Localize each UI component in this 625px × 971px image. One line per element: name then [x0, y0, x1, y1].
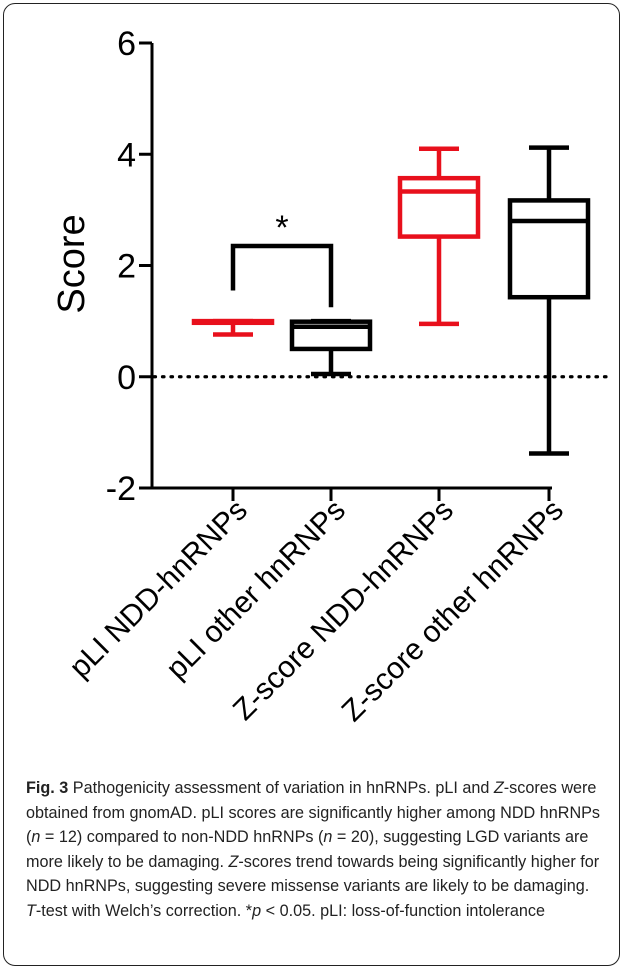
y-axis: -2 0 2 4 6	[106, 25, 552, 508]
x-tick-label: Z-score other hnRNPs	[336, 494, 570, 728]
caption-text-1: Pathogenicity assessment of variation in…	[68, 779, 494, 797]
caption-text-5: -scores trend towards being significantl…	[26, 852, 600, 896]
box-2	[289, 318, 373, 377]
box-3	[397, 146, 481, 327]
y-tick-label: 2	[117, 248, 136, 286]
significance-bracket	[230, 243, 334, 308]
caption-italic-n1: n	[31, 828, 41, 846]
caption-italic-n2: n	[323, 828, 333, 846]
y-tick-label: -2	[106, 470, 136, 508]
caption-text-4: = 20), suggesting LGD variants are more …	[26, 828, 589, 871]
caption-text-6: -test with Welch’s correction. *	[35, 901, 253, 920]
figure-frame: -2 0 2 4 6 * pLI NDD-hnRNPs pLI other hnRNPs Z…	[3, 3, 620, 966]
x-tick-label: pLI NDD-hnRNPs	[63, 494, 254, 685]
box-1	[191, 318, 275, 337]
significance-group: *	[230, 209, 334, 308]
box-body	[507, 198, 591, 300]
caption-italic-t: T	[26, 901, 36, 920]
caption-italic-p: p	[252, 901, 262, 920]
box-body	[397, 175, 481, 239]
figure-label: Fig. 3	[26, 779, 69, 797]
y-tick-label: 4	[117, 136, 136, 174]
y-tick-label: 0	[117, 359, 136, 397]
box-4	[507, 145, 591, 456]
x-tick-label: pLI other hnRNPs	[160, 494, 352, 686]
figure-caption: Fig. 3 Pathogenicity assessment of varia…	[26, 776, 604, 923]
caption-italic-z1: Z	[493, 779, 504, 797]
boxes-group	[191, 145, 591, 456]
caption-italic-z2: Z	[228, 852, 239, 871]
caption-text-7: < 0.05. pLI: loss-of-function intoleranc…	[261, 901, 546, 920]
y-axis-label: Score	[51, 214, 93, 313]
caption-text-3: = 12) compared to non-NDD hnRNPs (	[40, 828, 324, 846]
significance-star: *	[275, 209, 288, 247]
x-tick-label: Z-score NDD-hnRNPs	[227, 494, 460, 727]
y-tick-label: 6	[117, 25, 136, 63]
caption-text-2: -scores were obtained from gnomAD. pLI s…	[26, 779, 601, 846]
